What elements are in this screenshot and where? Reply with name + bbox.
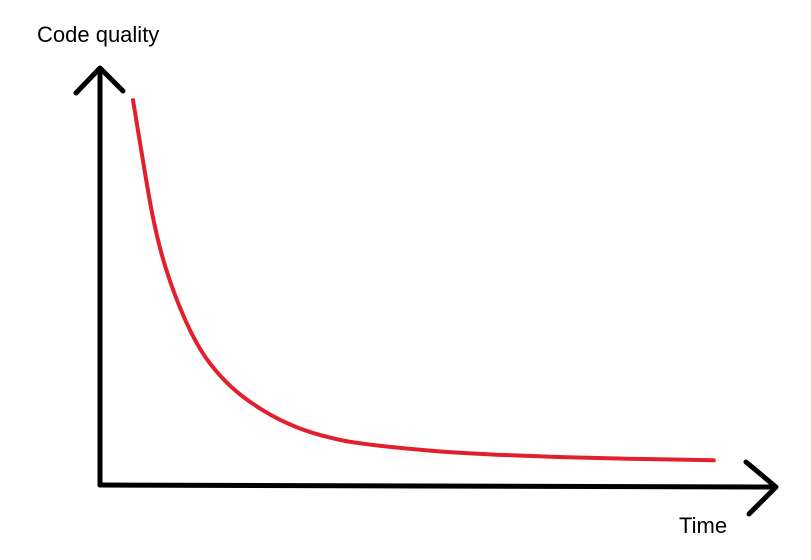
x-axis-arrowhead xyxy=(743,459,779,517)
x-axis xyxy=(97,459,779,517)
series-line-0 xyxy=(131,98,716,463)
y-axis-label: Code quality xyxy=(37,22,159,47)
x-axis-label: Time xyxy=(679,513,727,538)
x-axis-line xyxy=(97,482,778,490)
y-axis-arrowhead xyxy=(73,65,126,96)
series-group xyxy=(131,98,716,463)
y-axis xyxy=(73,65,126,488)
